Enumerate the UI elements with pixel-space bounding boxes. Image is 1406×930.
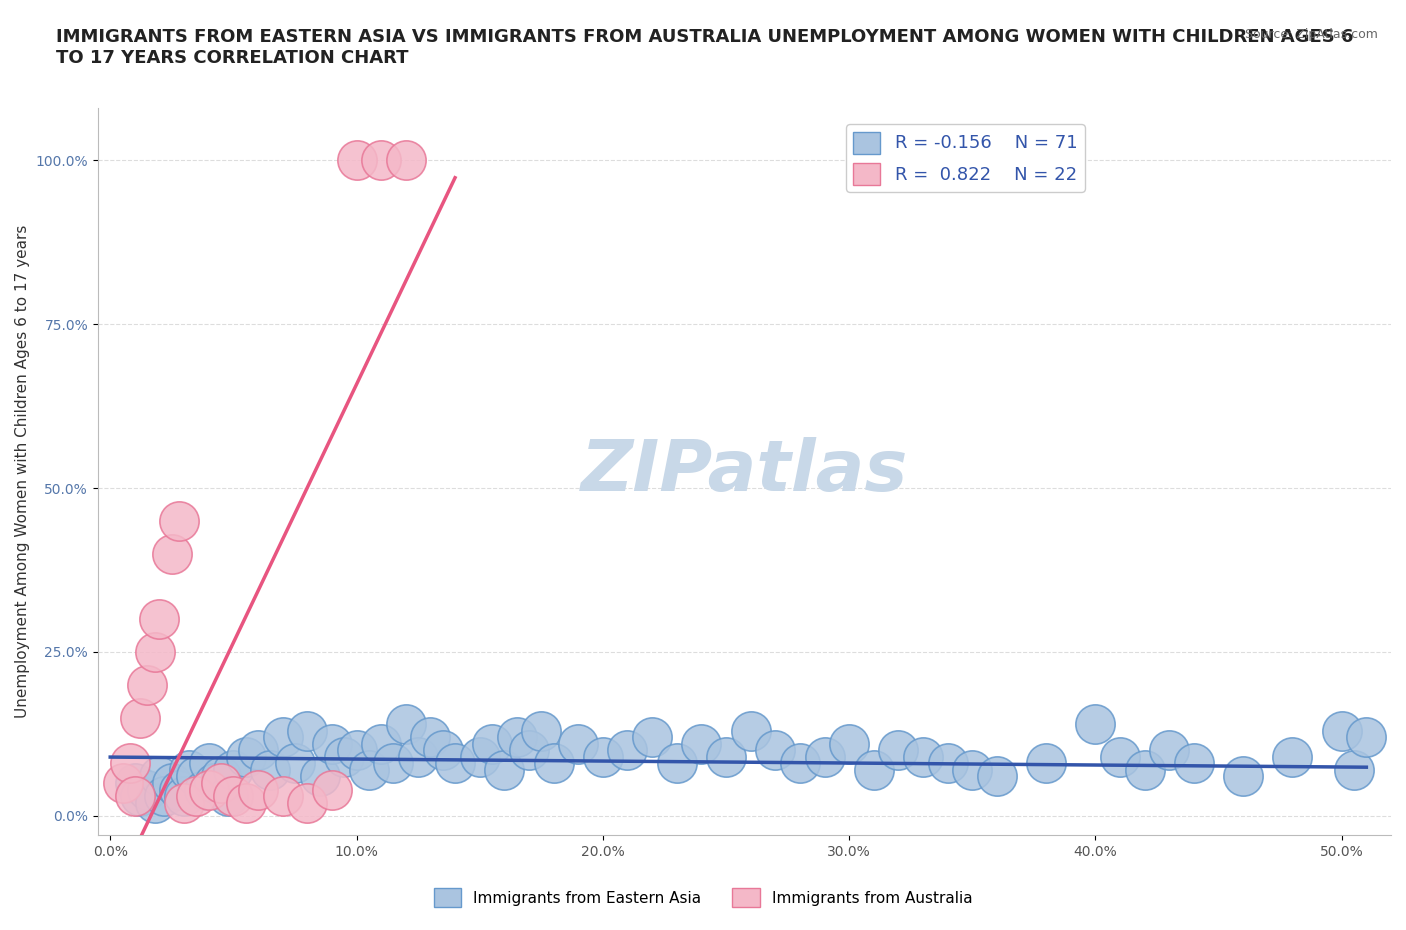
Point — [936, 756, 959, 771]
Point — [763, 743, 786, 758]
Point — [124, 776, 146, 790]
Point — [592, 750, 614, 764]
Point — [395, 153, 418, 168]
Y-axis label: Unemployment Among Women with Children Ages 6 to 17 years: Unemployment Among Women with Children A… — [15, 225, 30, 719]
Point — [357, 763, 380, 777]
Point — [160, 546, 183, 561]
Point — [665, 756, 688, 771]
Point — [259, 763, 281, 777]
Point — [1133, 763, 1156, 777]
Point — [124, 789, 146, 804]
Point — [321, 782, 343, 797]
Point — [1182, 756, 1205, 771]
Point — [862, 763, 884, 777]
Point — [222, 763, 245, 777]
Point — [297, 795, 319, 810]
Point — [690, 737, 713, 751]
Point — [406, 750, 429, 764]
Point — [246, 743, 269, 758]
Point — [297, 724, 319, 738]
Point — [177, 763, 200, 777]
Point — [217, 789, 239, 804]
Point — [481, 737, 503, 751]
Point — [284, 756, 307, 771]
Point — [505, 730, 527, 745]
Point — [148, 769, 170, 784]
Point — [209, 776, 232, 790]
Point — [543, 756, 565, 771]
Point — [346, 743, 368, 758]
Point — [838, 737, 860, 751]
Point — [153, 789, 176, 804]
Point — [962, 763, 984, 777]
Point — [235, 795, 257, 810]
Point — [1355, 730, 1378, 745]
Text: IMMIGRANTS FROM EASTERN ASIA VS IMMIGRANTS FROM AUSTRALIA UNEMPLOYMENT AMONG WOM: IMMIGRANTS FROM EASTERN ASIA VS IMMIGRAN… — [56, 28, 1354, 67]
Text: Source: ZipAtlas.com: Source: ZipAtlas.com — [1244, 28, 1378, 41]
Point — [186, 769, 208, 784]
Point — [494, 763, 516, 777]
Point — [1343, 763, 1365, 777]
Point — [143, 644, 166, 659]
Point — [128, 789, 150, 804]
Point — [1232, 769, 1254, 784]
Point — [173, 789, 195, 804]
Point — [1109, 750, 1132, 764]
Point — [1159, 743, 1181, 758]
Point — [468, 750, 491, 764]
Point — [167, 782, 190, 797]
Point — [567, 737, 589, 751]
Point — [193, 782, 215, 797]
Point — [197, 756, 219, 771]
Point — [1281, 750, 1303, 764]
Point — [530, 724, 553, 738]
Point — [382, 756, 405, 771]
Point — [370, 737, 392, 751]
Point — [209, 769, 232, 784]
Point — [419, 730, 441, 745]
Point — [136, 677, 159, 692]
Point — [616, 743, 638, 758]
Point — [148, 612, 170, 627]
Point — [444, 756, 467, 771]
Point — [111, 776, 134, 790]
Point — [143, 795, 166, 810]
Legend: Immigrants from Eastern Asia, Immigrants from Australia: Immigrants from Eastern Asia, Immigrants… — [427, 883, 979, 913]
Point — [432, 743, 454, 758]
Point — [222, 789, 245, 804]
Point — [740, 724, 762, 738]
Point — [128, 711, 150, 725]
Point — [370, 153, 392, 168]
Point — [118, 756, 141, 771]
Point — [911, 750, 934, 764]
Point — [160, 776, 183, 790]
Point — [136, 782, 159, 797]
Point — [271, 730, 294, 745]
Point — [246, 782, 269, 797]
Point — [202, 776, 225, 790]
Point — [641, 730, 664, 745]
Legend: R = -0.156    N = 71, R =  0.822    N = 22: R = -0.156 N = 71, R = 0.822 N = 22 — [846, 125, 1084, 192]
Point — [887, 743, 910, 758]
Point — [1035, 756, 1057, 771]
Point — [346, 153, 368, 168]
Point — [321, 737, 343, 751]
Point — [714, 750, 737, 764]
Point — [789, 756, 811, 771]
Point — [813, 750, 835, 764]
Point — [1084, 717, 1107, 732]
Point — [333, 750, 356, 764]
Text: ZIPatlas: ZIPatlas — [581, 437, 908, 506]
Point — [271, 789, 294, 804]
Point — [395, 717, 418, 732]
Point — [186, 789, 208, 804]
Point — [986, 769, 1008, 784]
Point — [197, 782, 219, 797]
Point — [308, 769, 330, 784]
Point — [173, 795, 195, 810]
Point — [517, 743, 540, 758]
Point — [235, 750, 257, 764]
Point — [1330, 724, 1353, 738]
Point — [167, 513, 190, 528]
